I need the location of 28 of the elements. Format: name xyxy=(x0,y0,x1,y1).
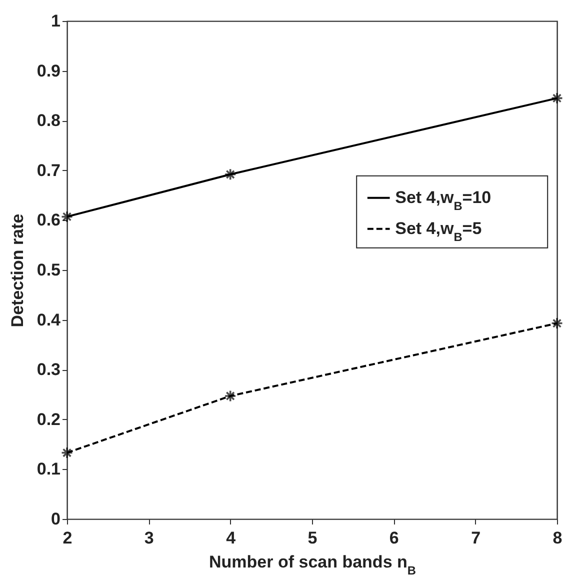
y-tick-label: 0 xyxy=(51,510,60,528)
legend-label: Set 4,w$_{B}$=5 xyxy=(395,218,482,244)
point xyxy=(60,210,74,223)
x-tick-label: 3 xyxy=(144,528,154,548)
y-tick-label: 0.4 xyxy=(36,310,62,330)
y-tick-label: 0.9 xyxy=(36,61,60,80)
y-tick-label: 0.2 xyxy=(36,410,60,429)
x-tick-label: 8 xyxy=(552,528,562,548)
y-tick-label: 0.8 xyxy=(36,111,60,130)
y-tick-label: 1 xyxy=(51,12,60,30)
point xyxy=(224,168,236,181)
point xyxy=(550,317,564,330)
point xyxy=(224,390,236,402)
x-tick-label: 7 xyxy=(471,528,481,548)
x-tick-label: 2 xyxy=(62,528,72,548)
point xyxy=(60,446,74,459)
x-tick-label: 6 xyxy=(389,528,399,548)
x-tick-label: 5 xyxy=(308,528,318,548)
legend-label: Set 4,w$_{B}$=10 xyxy=(395,188,492,213)
y-tick-label: 0.5 xyxy=(36,260,60,280)
y-tick-label: 0.1 xyxy=(36,460,60,479)
y-tick-label: 0.6 xyxy=(36,210,60,230)
point xyxy=(550,92,564,104)
y-tick-label: 0.7 xyxy=(36,160,60,180)
y-tick-label: 0.3 xyxy=(36,360,60,380)
x-tick-label: 4 xyxy=(226,528,236,548)
x-axis-title: Number of scan bands n$_{B}$ xyxy=(209,552,416,578)
y-axis-title: Detection rate xyxy=(8,214,27,328)
